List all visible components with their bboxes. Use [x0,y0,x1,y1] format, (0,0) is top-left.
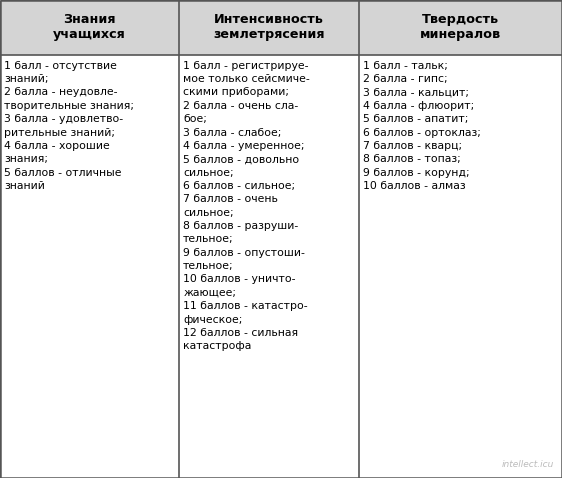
Text: 1 балл - регистрируе-
мое только сейсмиче-
скими приборами;
2 балла - очень сла-: 1 балл - регистрируе- мое только сейсмич… [183,61,310,351]
Bar [0,0,562,55]
Text: 1 балл - отсутствие
знаний;
2 балла - неудовле-
творительные знания;
3 балла - у: 1 балл - отсутствие знаний; 2 балла - не… [4,61,134,191]
Text: Твердость
минералов: Твердость минералов [420,13,501,42]
Text: Интенсивность
землетрясения: Интенсивность землетрясения [213,13,324,42]
Text: intellect.icu: intellect.icu [501,460,554,469]
Bar [0,55,562,478]
Text: Знания
учащихся: Знания учащихся [53,13,126,42]
Text: 1 балл - тальк;
2 балла - гипс;
3 балла - кальцит;
4 балла - флюорит;
5 баллов -: 1 балл - тальк; 2 балла - гипс; 3 балла … [363,61,481,191]
